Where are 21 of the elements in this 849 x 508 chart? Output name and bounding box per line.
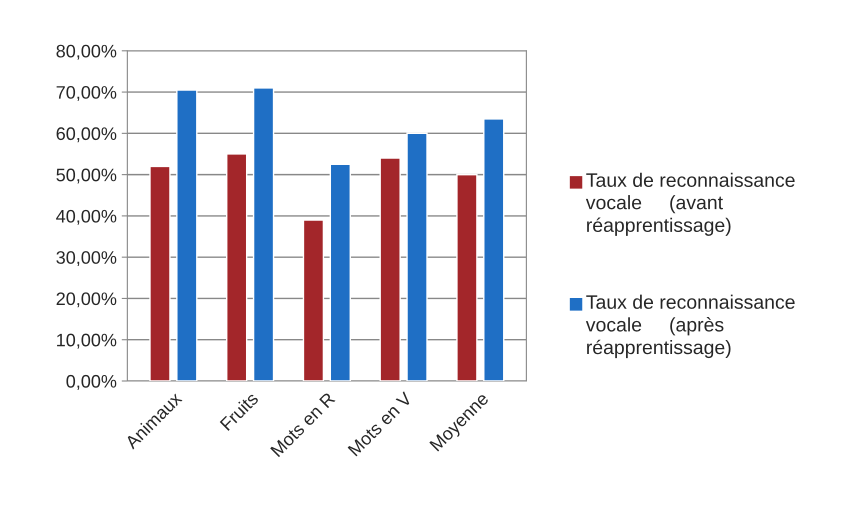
- y-tick-label: 80,00%: [56, 44, 116, 60]
- y-tick-label: 10,00%: [57, 334, 116, 349]
- bar: [226, 153, 248, 381]
- y-tick-label: 20,00%: [56, 292, 116, 308]
- legend-label: Taux de reconnaissance vocale (après réapprentissage): [586, 294, 795, 358]
- legend-label: Taux de reconnaissance vocale (avant réapprentissage): [586, 172, 795, 236]
- bar: [176, 89, 198, 381]
- y-tick-label: 70,00%: [56, 86, 116, 101]
- bar: [330, 164, 351, 381]
- bar: [149, 166, 171, 381]
- y-tick-label: 50,00%: [56, 168, 116, 184]
- y-tick-label: 0,00%: [66, 374, 116, 390]
- y-tick-label: 60,00%: [56, 127, 116, 142]
- bar: [406, 132, 428, 381]
- y-tick-label: 40,00%: [56, 210, 116, 225]
- bar: [456, 174, 478, 381]
- bar: [380, 157, 401, 381]
- y-tick-label: 30,00%: [56, 251, 116, 266]
- bar: [252, 87, 274, 381]
- bar: [302, 219, 324, 381]
- bar: [483, 118, 504, 381]
